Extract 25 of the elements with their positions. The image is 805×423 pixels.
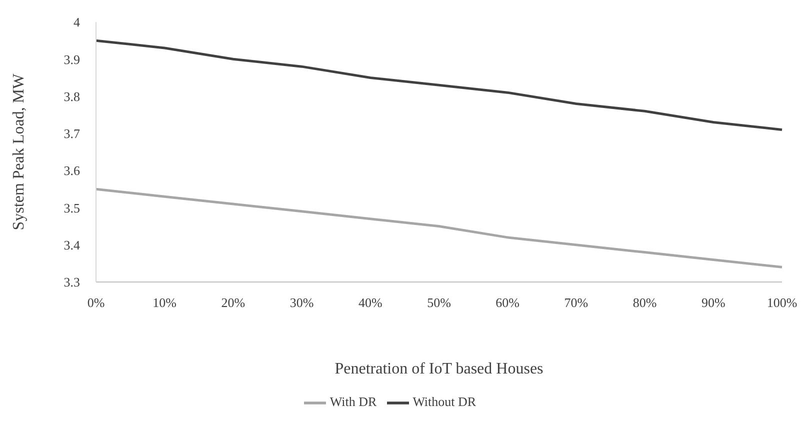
legend-label: With DR <box>330 394 377 409</box>
y-tick-label: 3.5 <box>64 200 80 216</box>
x-tick-label: 50% <box>427 295 452 310</box>
y-tick-label: 4 <box>74 14 80 30</box>
x-axis-title: Penetration of IoT based Houses <box>334 360 544 378</box>
line-series <box>94 39 784 131</box>
x-tick-label: 30% <box>290 295 314 310</box>
x-tick-label: 90% <box>701 295 726 310</box>
y-axis-title: System Peak Load, MW <box>10 72 28 230</box>
x-tick-label: 80% <box>632 295 657 310</box>
y-tick-label: 3.4 <box>64 237 80 252</box>
x-tick-label: 100% <box>766 295 798 310</box>
x-tick-label: 40% <box>358 295 382 310</box>
x-tick-label: 70% <box>564 295 588 310</box>
y-tick-label: 3.6 <box>64 163 80 178</box>
x-tick-label: 0% <box>87 295 105 310</box>
line-series <box>94 188 784 268</box>
y-tick-label: 3.9 <box>64 52 80 67</box>
y-tick-label: 3.7 <box>64 126 80 142</box>
y-tick-label: 3.3 <box>64 274 80 290</box>
legend-label: Without DR <box>412 394 476 409</box>
x-tick-label: 20% <box>221 295 246 310</box>
x-tick-label: 60% <box>496 295 520 310</box>
y-tick-label: 3.8 <box>64 88 80 104</box>
x-tick-label: 10% <box>152 295 177 310</box>
